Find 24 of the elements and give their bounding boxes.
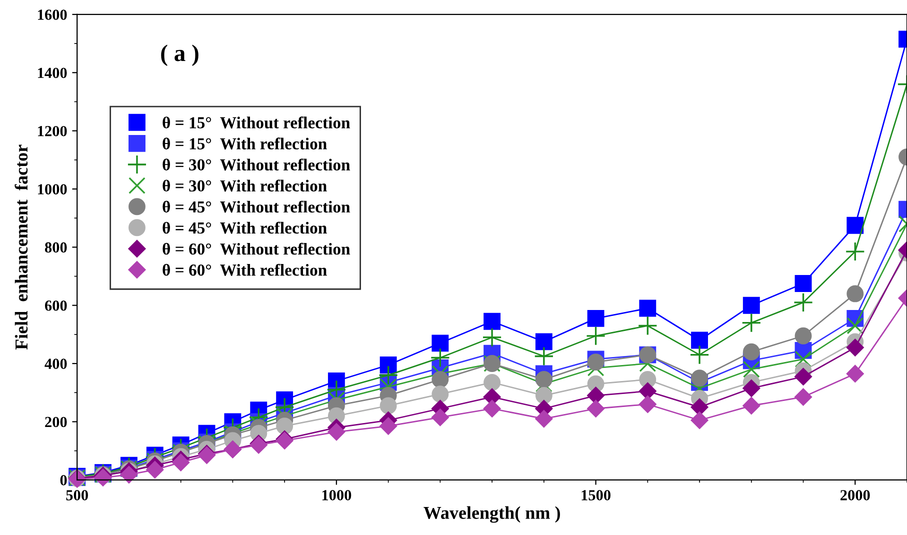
legend-label: θ = 60° With reflection	[162, 264, 327, 276]
legend-label: θ = 30° With reflection	[162, 180, 327, 192]
legend-label: θ = 15° Without reflection	[162, 116, 350, 128]
y-tick-label: 1600	[38, 10, 67, 20]
legend-label: θ = 15° With reflection	[162, 138, 327, 150]
y-tick-label: 1000	[38, 184, 67, 194]
legend-label: θ = 45° Without reflection	[162, 200, 350, 213]
x-tick-label: 1000	[322, 490, 352, 500]
legend-label: θ = 60° Without reflection	[162, 242, 350, 255]
x-tick-label: 500	[66, 490, 88, 500]
y-tick-label: 400	[44, 358, 67, 369]
y-tick-label: 0	[60, 475, 67, 486]
y-axis-title: Field enhancement factor	[14, 144, 28, 350]
y-tick-label: 800	[44, 242, 67, 253]
y-tick-label: 1400	[38, 68, 67, 78]
annotation: ( a )	[161, 44, 198, 66]
legend-label: θ = 45° With reflection	[162, 222, 327, 234]
x-tick-label: 1500	[582, 490, 610, 500]
legend-label: θ = 30° Without reflection	[162, 158, 350, 171]
x-tick-label: 2000	[840, 490, 870, 500]
y-tick-label: 200	[45, 416, 67, 428]
y-tick-label: 600	[44, 300, 67, 311]
x-axis-title: Wavelength( nm )	[424, 506, 560, 523]
y-tick-label: 1200	[38, 126, 67, 136]
